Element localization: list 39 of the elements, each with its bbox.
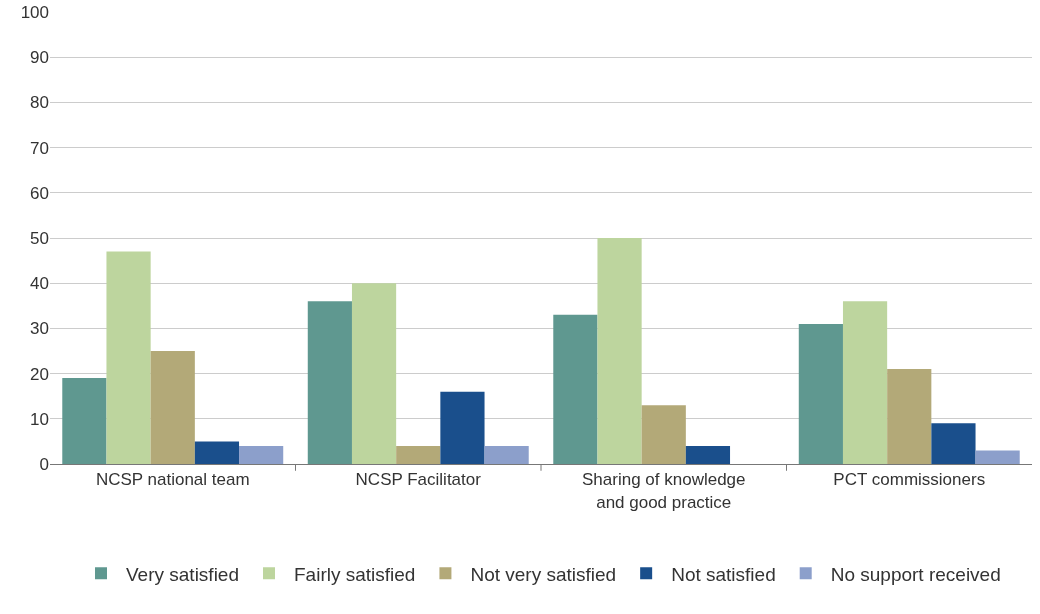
- legend-label: Fairly satisfied: [294, 563, 416, 585]
- bar: [553, 314, 598, 464]
- bar: [62, 378, 107, 464]
- bar: [887, 369, 932, 464]
- y-tick-label: 50: [30, 228, 49, 248]
- bar: [641, 405, 686, 464]
- x-tick-label: Sharing of knowledge and good practice: [581, 470, 746, 512]
- legend-label: No support received: [830, 563, 1001, 585]
- y-tick-label: 0: [39, 454, 49, 474]
- y-tick-label: 40: [30, 274, 49, 294]
- bar: [106, 251, 151, 464]
- bar: [194, 441, 240, 464]
- bar: [351, 283, 397, 464]
- legend-label: Not satisfied: [671, 563, 776, 585]
- y-tick-label: 80: [30, 93, 49, 113]
- bar: [798, 323, 843, 464]
- x-tick-label: NCSP national team: [95, 470, 250, 490]
- bar: [307, 301, 352, 464]
- bar: [842, 301, 888, 464]
- bar: [685, 445, 731, 464]
- y-tick-label: 70: [30, 138, 49, 158]
- bar: [597, 238, 642, 464]
- x-tick-label: PCT commissioners: [833, 470, 986, 490]
- x-tick-label: NCSP Facilitator: [355, 470, 482, 490]
- y-tick-label: 10: [30, 409, 49, 429]
- bar: [484, 445, 529, 464]
- legend-label: Very satisfied: [126, 563, 239, 585]
- legend-label: Not very satisfied: [470, 563, 617, 585]
- y-tick-label: 100: [20, 2, 49, 22]
- y-tick-label: 30: [30, 319, 49, 339]
- y-tick-label: 20: [30, 364, 49, 384]
- bar: [396, 445, 441, 464]
- bar: [975, 450, 1020, 464]
- bar: [150, 351, 195, 464]
- y-tick-label: 90: [30, 48, 49, 68]
- bar: [440, 391, 485, 464]
- bar: [931, 423, 976, 464]
- bar: [239, 445, 284, 464]
- y-tick-label: 60: [30, 183, 49, 203]
